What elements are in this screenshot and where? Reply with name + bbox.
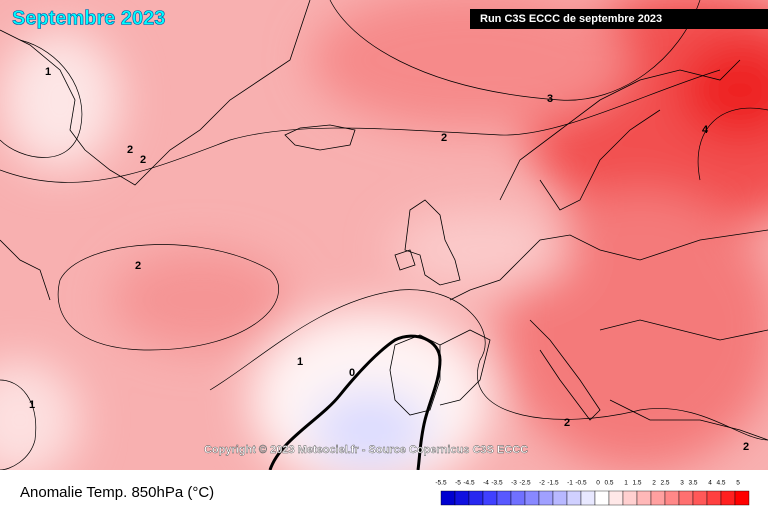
legend-tick-label: -4.5 bbox=[463, 480, 475, 487]
legend-tick-label: 3 bbox=[680, 480, 684, 487]
legend-swatch bbox=[594, 490, 610, 506]
legend-swatch bbox=[706, 490, 722, 506]
legend-tick-label: -0.5 bbox=[575, 480, 587, 487]
legend-swatch bbox=[552, 490, 568, 506]
legend-tick-label: 0.5 bbox=[604, 480, 613, 487]
legend-tick-label: -3 bbox=[511, 480, 517, 487]
contour-label: 4 bbox=[702, 124, 709, 136]
legend-swatch bbox=[580, 490, 596, 506]
legend-tick-label: 4 bbox=[708, 480, 712, 487]
legend-tick-label: -1.5 bbox=[547, 480, 559, 487]
legend-tick-label: -5.5 bbox=[435, 480, 447, 487]
contour-label: 3 bbox=[547, 93, 553, 105]
copyright: Copyright © 2023 Meteociel.fr - Source C… bbox=[204, 444, 528, 456]
map-title: Septembre 2023 bbox=[12, 7, 165, 29]
legend-swatch bbox=[622, 490, 638, 506]
contour-label: 2 bbox=[441, 132, 447, 144]
legend-tick-label: 1.5 bbox=[632, 480, 641, 487]
legend-tick-label: -5 bbox=[455, 480, 461, 487]
contour-label: 2 bbox=[743, 441, 749, 453]
legend-tick-label: -2.5 bbox=[519, 480, 531, 487]
legend-swatch bbox=[720, 490, 736, 506]
legend-tick-label: 2 bbox=[652, 480, 656, 487]
legend-tick-label: 1 bbox=[624, 480, 628, 487]
legend-tick-label: 5 bbox=[736, 480, 740, 487]
anomaly-field bbox=[0, 0, 768, 490]
run-label: Run C3S ECCC de septembre 2023 bbox=[480, 13, 662, 25]
legend-swatch bbox=[538, 490, 554, 506]
legend-tick-label: -3.5 bbox=[491, 480, 503, 487]
contour-label: 2 bbox=[564, 417, 570, 429]
legend-tick-label: -4 bbox=[483, 480, 489, 487]
contour-label: 2 bbox=[127, 144, 133, 156]
contour-label: 2 bbox=[140, 154, 146, 166]
legend-swatch bbox=[566, 490, 582, 506]
contour-label: 0 bbox=[349, 367, 355, 379]
legend-tick-label: -2 bbox=[539, 480, 545, 487]
legend-swatch bbox=[510, 490, 526, 506]
legend-swatch bbox=[734, 490, 750, 506]
zero-contour bbox=[268, 334, 442, 471]
legend-swatch bbox=[650, 490, 666, 506]
legend-swatch bbox=[664, 490, 680, 506]
legend-swatch bbox=[454, 490, 470, 506]
legend-swatch bbox=[608, 490, 624, 506]
legend-swatch bbox=[440, 490, 456, 506]
legend-swatch bbox=[636, 490, 652, 506]
legend-tick-label: 3.5 bbox=[688, 480, 697, 487]
legend-tick-label: 0 bbox=[596, 480, 600, 487]
contour-label: 1 bbox=[45, 66, 51, 78]
legend-swatch bbox=[692, 490, 708, 506]
legend-swatch bbox=[524, 490, 540, 506]
run-label-background bbox=[470, 9, 768, 29]
legend-swatch bbox=[678, 490, 694, 506]
legend-swatch bbox=[468, 490, 484, 506]
contour-label: 1 bbox=[29, 399, 35, 411]
legend-swatch bbox=[482, 490, 498, 506]
contour-label: 2 bbox=[135, 260, 141, 272]
contour-label: 1 bbox=[297, 356, 303, 368]
legend-tick-label: 4.5 bbox=[716, 480, 725, 487]
footer-label: Anomalie Temp. 850hPa (°C) bbox=[20, 484, 214, 501]
contours bbox=[0, 0, 768, 471]
legend-swatch bbox=[496, 490, 512, 506]
legend-tick-label: -1 bbox=[567, 480, 573, 487]
legend-tick-label: 2.5 bbox=[660, 480, 669, 487]
